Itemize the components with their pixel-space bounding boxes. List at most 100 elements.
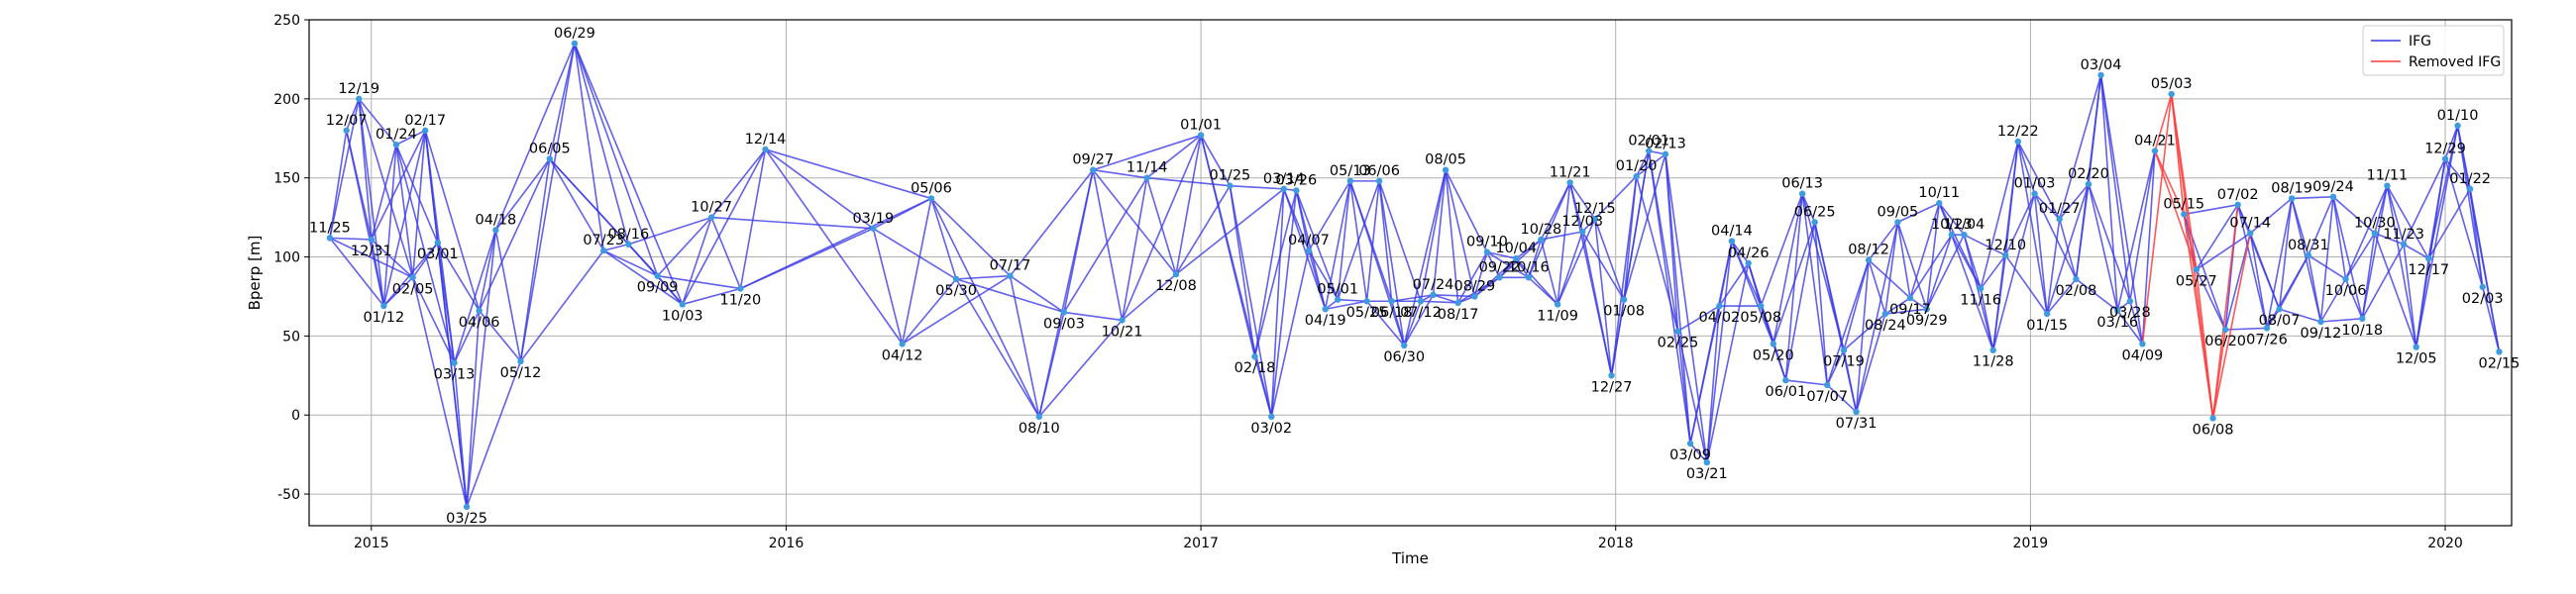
acquisition-label: 12/07 <box>326 113 368 129</box>
acquisition-point <box>2209 415 2216 422</box>
acquisition-label: 11/16 <box>1960 292 2001 308</box>
acquisition-point <box>1197 132 1205 139</box>
acquisition-label: 11/25 <box>309 220 351 236</box>
ifg-line <box>1980 141 2019 289</box>
ifg-line <box>1200 135 1273 418</box>
ifg-line <box>494 158 551 231</box>
ifg-line <box>466 360 522 508</box>
acquisition-label: 03/26 <box>1275 172 1317 188</box>
ifg-line <box>1868 221 1899 261</box>
ifg-line <box>1718 241 1733 307</box>
acquisition-point <box>1417 298 1425 305</box>
ifg-line <box>2374 232 2405 246</box>
acquisition-point <box>1728 238 1736 245</box>
acquisition-label: 02/20 <box>2068 166 2109 182</box>
ifg-line <box>2344 185 2389 280</box>
acquisition-label: 03/04 <box>2081 57 2122 73</box>
acquisition-point <box>356 95 363 103</box>
ifg-line <box>478 230 497 311</box>
acquisition-label: 12/08 <box>1155 278 1197 294</box>
acquisition-label: 10/18 <box>2341 323 2383 339</box>
ifg-line <box>1706 241 1733 463</box>
ifg-line <box>1980 254 2006 289</box>
removed-ifg-line <box>2211 233 2252 419</box>
ifg-line <box>2249 197 2293 235</box>
removed-ifg-line <box>2154 150 2185 215</box>
acquisition-label: 07/14 <box>2229 216 2271 232</box>
ifg-line <box>603 243 629 251</box>
ifg-line <box>1581 231 1613 376</box>
ifg-line <box>2319 278 2347 323</box>
acquisition-point <box>2329 193 2337 201</box>
ifg-line <box>1855 259 1870 413</box>
ifg-line <box>1175 135 1202 275</box>
acquisition-point <box>1525 274 1533 281</box>
ifg-line <box>2033 193 2078 280</box>
ifg-line <box>382 242 439 307</box>
ifg-line <box>1569 182 1596 220</box>
acquisition-label: 11/04 <box>1943 217 1985 233</box>
ifg-line <box>329 237 384 307</box>
ifg-line <box>1445 169 1488 253</box>
acquisition-point <box>1703 458 1711 466</box>
ifg-line <box>2332 196 2364 319</box>
acquisition-label: 10/11 <box>1918 185 1960 201</box>
acquisition-label: 02/17 <box>404 113 446 129</box>
acquisition-label: 11/23 <box>2383 227 2424 243</box>
ifg-line <box>2374 233 2417 347</box>
acquisition-label: 06/13 <box>1781 176 1823 192</box>
ifg-line <box>2308 196 2334 256</box>
ifg-line <box>1963 234 1994 350</box>
acquisition-point <box>2288 195 2296 202</box>
ifg-line <box>1843 313 1886 351</box>
removed-ifg-line <box>2196 269 2214 419</box>
acquisition-label: 04/09 <box>2122 347 2164 363</box>
ifg-line <box>1270 249 1310 417</box>
ifg-line <box>1308 249 1327 310</box>
acquisition-point <box>2014 138 2022 146</box>
acquisition-label: 09/03 <box>1043 316 1085 332</box>
y-axis-label: Bperp [m] <box>246 236 264 311</box>
removed-ifg-line <box>2141 93 2173 345</box>
acquisition-points <box>326 40 2503 511</box>
acquisition-label: 10/30 <box>2354 216 2396 232</box>
acquisition-point <box>492 227 499 234</box>
acquisition-point <box>2002 251 2009 259</box>
ifg-line <box>1731 241 1750 264</box>
ifg-line <box>657 217 712 277</box>
ifg-line <box>2099 74 2144 345</box>
acquisition-point <box>1865 256 1873 263</box>
acquisition-label: 07/26 <box>2246 332 2288 347</box>
ifg-line <box>1403 300 1422 346</box>
acquisition-point <box>762 146 769 153</box>
ifg-line <box>1009 169 1094 277</box>
ifg-line <box>2361 244 2405 320</box>
acquisition-label: 05/12 <box>500 365 542 381</box>
ifg-line <box>1092 169 1177 275</box>
acquisition-label: 05/30 <box>935 283 977 299</box>
acquisition-point <box>1770 341 1777 347</box>
acquisition-point <box>1782 376 1789 384</box>
acquisition-label: 03/14 <box>1263 171 1305 187</box>
acquisition-label: 02/05 <box>392 281 434 297</box>
acquisition-point <box>2126 298 2134 305</box>
acquisition-point <box>1745 259 1752 267</box>
acquisition-label: 04/12 <box>882 347 923 363</box>
acquisition-point <box>737 285 744 292</box>
acquisition-label: 06/30 <box>1383 349 1425 365</box>
acquisition-point <box>1227 182 1234 189</box>
acquisition-label: 01/12 <box>363 310 404 326</box>
ifg-line <box>602 249 684 306</box>
ifg-line <box>411 277 468 508</box>
ifg-line <box>2481 286 2501 352</box>
ifg-line <box>1623 150 1651 300</box>
ifg-line <box>1843 259 1870 350</box>
ifg-line <box>358 98 397 146</box>
ifg-line <box>2088 183 2119 312</box>
ifg-line <box>930 197 1012 277</box>
acquisition-point <box>1251 352 1258 360</box>
ifg-line <box>371 239 385 307</box>
ifg-line <box>574 43 659 276</box>
ifg-line <box>358 98 385 307</box>
acquisition-point <box>1646 148 1653 154</box>
